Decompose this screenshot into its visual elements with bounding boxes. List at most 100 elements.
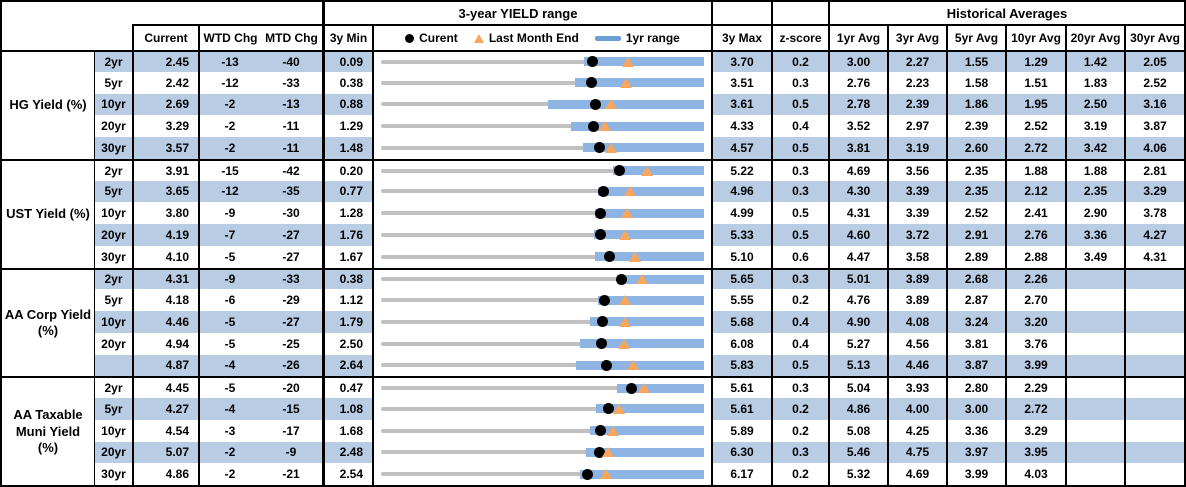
current-cell: 4.18 (132, 289, 198, 311)
tenor-cell: 10yr (94, 419, 132, 442)
avg-cell: 2.26 (1005, 267, 1065, 290)
one-year-range-bar (593, 230, 704, 240)
header-blank-left (132, 2, 322, 26)
min-cell: 0.88 (322, 93, 372, 116)
header-blank-above-max (711, 2, 771, 26)
range-track (381, 450, 704, 455)
avg-cell: 4.86 (828, 398, 887, 420)
avg-cell: 3.00 (946, 398, 1005, 420)
avg-cell: 2.52 (946, 202, 1005, 224)
current-cell: 4.54 (132, 419, 198, 442)
avg-cell (1065, 376, 1124, 398)
one-year-range-bar (596, 404, 704, 414)
avg-cell: 5.46 (828, 441, 887, 464)
range-track (381, 298, 704, 303)
current-cell: 5.07 (132, 441, 198, 464)
current-cell: 2.69 (132, 93, 198, 116)
zscore-cell: 0.4 (771, 115, 828, 137)
range-chart (372, 441, 711, 464)
avg-cell (1124, 419, 1184, 442)
last-month-end-marker (600, 469, 613, 480)
wtd-chg-cell: -5 (198, 311, 260, 333)
current-cell: 4.86 (132, 463, 198, 485)
group-label: AA Taxable Muni Yield (%) (2, 376, 94, 485)
wtd-chg-cell: -2 (198, 441, 260, 464)
last-month-end-marker (629, 251, 642, 262)
last-month-end-marker (601, 447, 614, 458)
avg-cell: 4.56 (887, 332, 946, 355)
last-month-end-marker (617, 338, 630, 349)
max-cell: 4.57 (711, 137, 771, 159)
min-cell: 0.38 (322, 71, 372, 94)
tenor-cell: 30yr (94, 463, 132, 485)
avg-cell: 2.50 (1065, 93, 1124, 116)
tenor-cell: 20yr (94, 224, 132, 246)
current-cell: 3.65 (132, 180, 198, 203)
avg-cell (1065, 419, 1124, 442)
avg-cell: 4.46 (887, 354, 946, 377)
range-chart-area (381, 398, 704, 420)
max-cell: 5.55 (711, 289, 771, 311)
range-chart-area (381, 181, 704, 203)
avg-cell: 3.00 (828, 50, 887, 72)
current-cell: 4.31 (132, 267, 198, 290)
range-track (381, 232, 704, 237)
avg-cell: 1.95 (1005, 93, 1065, 116)
range-track (381, 124, 704, 129)
range-chart (372, 245, 711, 268)
mtd-chg-cell: -27 (260, 224, 322, 246)
avg-cell: 2.35 (1065, 180, 1124, 203)
tenor-cell (94, 354, 132, 377)
mtd-chg-cell: -9 (260, 441, 322, 464)
avg-cell: 4.69 (887, 463, 946, 485)
avg-cell (1124, 376, 1184, 398)
min-cell: 1.08 (322, 398, 372, 420)
range-chart (372, 115, 711, 137)
avg-cell (1065, 463, 1124, 485)
header-3yr-avg: 3yr Avg (887, 26, 946, 50)
min-cell: 2.64 (322, 354, 372, 377)
header-current: Current (132, 26, 198, 50)
last-month-end-marker (613, 403, 626, 414)
avg-cell: 3.81 (828, 137, 887, 159)
max-cell: 4.96 (711, 180, 771, 203)
wtd-chg-cell: -5 (198, 245, 260, 268)
zscore-cell: 0.4 (771, 311, 828, 333)
range-chart-area (381, 52, 704, 72)
current-dot-marker (616, 273, 628, 285)
tenor-cell: 5yr (94, 180, 132, 203)
header-1yr-avg: 1yr Avg (828, 26, 887, 50)
mtd-chg-cell: -33 (260, 71, 322, 94)
max-cell: 6.17 (711, 463, 771, 485)
one-year-range-bar (616, 383, 704, 393)
wtd-chg-cell: -6 (198, 289, 260, 311)
header-30yr-avg: 30yr Avg (1124, 26, 1184, 50)
corner-blank (2, 2, 132, 50)
one-year-range-bar (571, 121, 704, 131)
mtd-chg-cell: -30 (260, 202, 322, 224)
zscore-cell: 0.5 (771, 93, 828, 116)
max-cell: 5.22 (711, 158, 771, 181)
wtd-chg-cell: -7 (198, 224, 260, 246)
current-dot-marker (604, 251, 616, 263)
current-cell: 3.57 (132, 137, 198, 159)
min-cell: 0.38 (322, 267, 372, 290)
range-track (381, 428, 704, 433)
current-cell: 4.45 (132, 376, 198, 398)
avg-cell: 1.55 (946, 50, 1005, 72)
avg-cell (1124, 332, 1184, 355)
historical-averages-title: Historical Averages (828, 2, 1184, 26)
avg-cell: 2.76 (828, 71, 887, 94)
avg-cell: 3.19 (1065, 115, 1124, 137)
last-month-end-marker (627, 360, 640, 371)
avg-cell: 4.31 (1124, 245, 1184, 268)
range-chart-area (381, 94, 704, 116)
tenor-cell: 2yr (94, 376, 132, 398)
mtd-chg-cell: -35 (260, 180, 322, 203)
avg-cell: 1.88 (1065, 158, 1124, 181)
zscore-cell: 0.3 (771, 441, 828, 464)
current-cell: 2.45 (132, 50, 198, 72)
range-chart (372, 267, 711, 290)
min-cell: 1.48 (322, 137, 372, 159)
avg-cell: 4.75 (887, 441, 946, 464)
